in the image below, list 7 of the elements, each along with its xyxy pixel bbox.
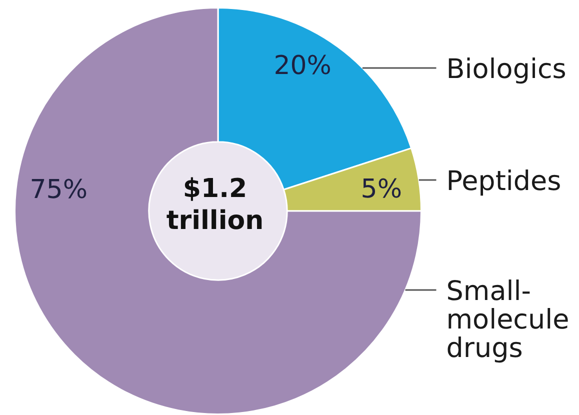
slice-label: Biologics	[446, 54, 566, 86]
slice-label: Small-molecule drugs	[446, 276, 570, 364]
data-label: 5%	[360, 174, 402, 205]
data-label: 75%	[30, 175, 88, 206]
text: $1.2 trillion	[166, 174, 264, 236]
data-label: 20%	[274, 51, 332, 82]
slice-label: Peptides	[446, 166, 562, 198]
